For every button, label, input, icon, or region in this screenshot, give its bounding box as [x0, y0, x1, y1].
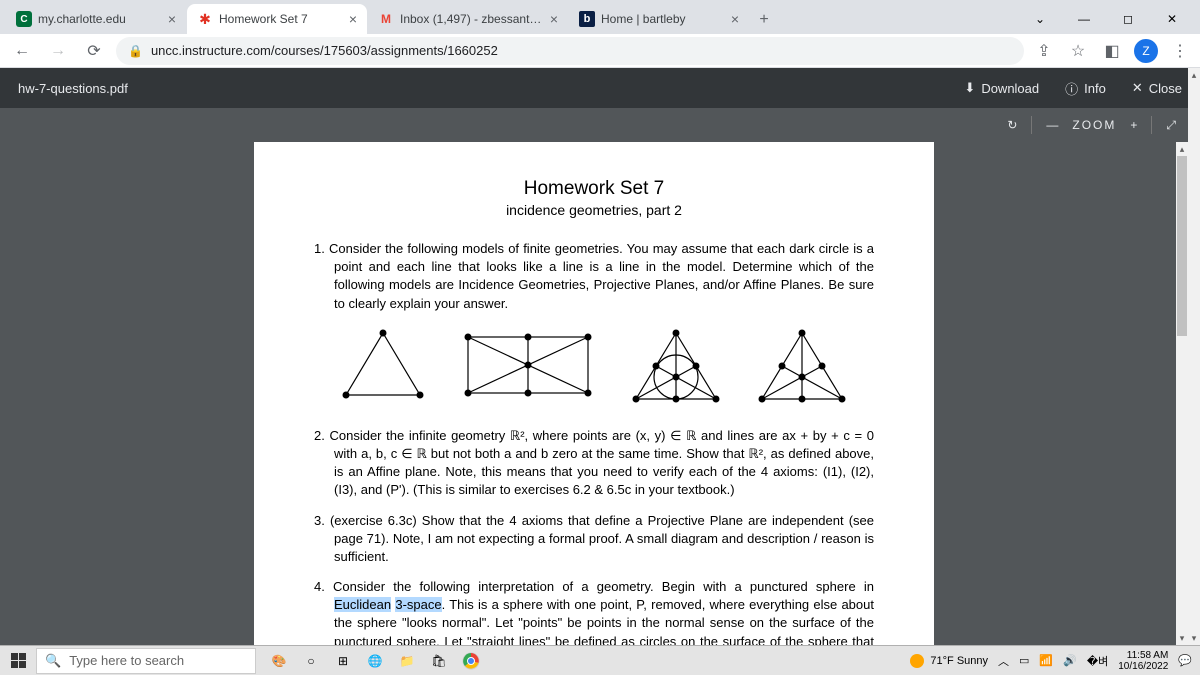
task-view-icon[interactable]: ⊞ — [328, 646, 358, 676]
browser-tab-active[interactable]: ✱ Homework Set 7 × — [187, 4, 367, 34]
back-button[interactable]: ← — [8, 37, 36, 65]
tab-title: my.charlotte.edu — [38, 12, 162, 26]
tray-chevron-icon[interactable]: ︿ — [998, 653, 1009, 669]
favicon: b — [579, 11, 595, 27]
bookmark-icon[interactable]: ☆ — [1066, 39, 1090, 63]
windows-taskbar: 🔍 Type here to search 🎨 ○ ⊞ 🌐 📁 🛍 71°F S… — [0, 645, 1200, 675]
tab-close-icon[interactable]: × — [550, 11, 558, 27]
tab-close-icon[interactable]: × — [349, 11, 357, 27]
inner-scrollbar[interactable]: ▴ ▾ — [1176, 142, 1188, 645]
share-icon[interactable]: ⇪ — [1032, 39, 1056, 63]
search-icon: 🔍 — [45, 653, 61, 669]
new-tab-button[interactable]: + — [750, 6, 778, 34]
close-window-button[interactable]: ✕ — [1150, 4, 1194, 34]
tab-title: Home | bartleby — [601, 12, 725, 26]
outer-scrollbar[interactable]: ▴ ▾ — [1188, 68, 1200, 645]
system-tray: 71°F Sunny ︿ ▭ 📶 🔊 �벼 11:58 AM 10/16/202… — [910, 650, 1200, 672]
address-bar: ← → ⟳ 🔒 uncc.instructure.com/courses/175… — [0, 34, 1200, 68]
taskbar-search[interactable]: 🔍 Type here to search — [36, 648, 256, 674]
sun-icon — [910, 654, 924, 668]
weather-widget[interactable]: 71°F Sunny — [910, 654, 988, 668]
battery-icon[interactable]: ▭ — [1019, 654, 1029, 667]
problem-3: 3. (exercise 6.3c) Show that the 4 axiom… — [314, 512, 874, 567]
forward-button[interactable]: → — [44, 37, 72, 65]
maximize-button[interactable]: ◻ — [1106, 4, 1150, 34]
pdf-zoom-bar: ↻ — ZOOM + ⤢ — [0, 108, 1200, 142]
edge-icon[interactable]: 🌐 — [360, 646, 390, 676]
favicon: ✱ — [197, 11, 213, 27]
tab-title: Homework Set 7 — [219, 12, 343, 26]
figure-triangle — [338, 327, 428, 409]
volume-icon[interactable]: 🔊 — [1063, 654, 1077, 667]
scrollbar-thumb[interactable] — [1177, 156, 1187, 336]
close-icon: ✕ — [1132, 80, 1143, 96]
problem-1: 1. Consider the following models of fini… — [314, 240, 874, 313]
cortana-icon[interactable]: ○ — [296, 646, 326, 676]
pdf-viewport: Homework Set 7 incidence geometries, par… — [0, 142, 1188, 645]
geometry-figures — [314, 327, 874, 409]
browser-tab[interactable]: C my.charlotte.edu × — [6, 4, 186, 34]
browser-tab-bar: C my.charlotte.edu × ✱ Homework Set 7 × … — [0, 0, 1200, 34]
gmail-icon: M — [378, 11, 394, 27]
start-button[interactable] — [0, 646, 36, 676]
chrome-icon[interactable] — [456, 646, 486, 676]
taskbar-pinned-apps: 🎨 ○ ⊞ 🌐 📁 🛍 — [264, 646, 486, 676]
info-icon: ⓘ — [1065, 79, 1078, 98]
notifications-icon[interactable]: 💬 — [1178, 654, 1192, 667]
profile-avatar[interactable]: Z — [1134, 39, 1158, 63]
problem-4: 4. Consider the following interpretation… — [314, 578, 874, 645]
clock[interactable]: 11:58 AM 10/16/2022 — [1118, 650, 1168, 672]
taskbar-app-icon[interactable]: 🎨 — [264, 646, 294, 676]
browser-tab[interactable]: M Inbox (1,497) - zbessant@uncc.e × — [368, 4, 568, 34]
reload-button[interactable]: ⟳ — [80, 37, 108, 65]
pdf-toolbar: hw-7-questions.pdf ⬇Download ⓘInfo ✕Clos… — [0, 68, 1200, 108]
zoom-in-button[interactable]: + — [1130, 118, 1137, 132]
scroll-down-icon[interactable]: ▾ — [1188, 631, 1200, 645]
doc-subtitle: incidence geometries, part 2 — [314, 202, 874, 218]
fullscreen-icon[interactable]: ⤢ — [1166, 118, 1176, 133]
explorer-icon[interactable]: 📁 — [392, 646, 422, 676]
download-button[interactable]: ⬇Download — [964, 80, 1039, 96]
close-pdf-button[interactable]: ✕Close — [1132, 80, 1182, 96]
language-icon[interactable]: �벼 — [1087, 653, 1108, 669]
chevron-down-icon[interactable]: ⌄ — [1018, 4, 1062, 34]
zoom-label: ZOOM — [1072, 118, 1116, 132]
tab-title: Inbox (1,497) - zbessant@uncc.e — [400, 12, 544, 26]
store-icon[interactable]: 🛍 — [424, 646, 454, 676]
url-input[interactable]: 🔒 uncc.instructure.com/courses/175603/as… — [116, 37, 1024, 65]
problem-2: 2. Consider the infinite geometry ℝ², wh… — [314, 427, 874, 500]
download-icon: ⬇ — [964, 80, 975, 96]
favicon: C — [16, 11, 32, 27]
figure-fano — [628, 327, 724, 409]
browser-tab[interactable]: b Home | bartleby × — [569, 4, 749, 34]
extension-icon[interactable]: ◧ — [1100, 39, 1124, 63]
pdf-page: Homework Set 7 incidence geometries, par… — [254, 142, 934, 645]
scroll-up-icon[interactable]: ▴ — [1188, 68, 1200, 82]
lock-icon: 🔒 — [128, 44, 143, 58]
tab-close-icon[interactable]: × — [731, 11, 739, 27]
url-text: uncc.instructure.com/courses/175603/assi… — [151, 43, 498, 58]
zoom-out-button[interactable]: — — [1046, 118, 1058, 132]
text-highlight: 3-space — [395, 597, 441, 612]
wifi-icon[interactable]: 📶 — [1039, 654, 1053, 667]
doc-title: Homework Set 7 — [314, 178, 874, 200]
scroll-up-icon[interactable]: ▴ — [1176, 142, 1188, 156]
tab-close-icon[interactable]: × — [168, 11, 176, 27]
text-highlight: Euclidean — [334, 597, 391, 612]
menu-icon[interactable]: ⋮ — [1168, 39, 1192, 63]
info-button[interactable]: ⓘInfo — [1065, 79, 1106, 98]
minimize-button[interactable]: — — [1062, 4, 1106, 34]
figure-rectangle — [458, 327, 598, 409]
rotate-icon[interactable]: ↻ — [1007, 118, 1017, 132]
pdf-filename: hw-7-questions.pdf — [18, 81, 128, 96]
scroll-down-icon[interactable]: ▾ — [1176, 631, 1188, 645]
window-controls: ⌄ — ◻ ✕ — [1018, 4, 1194, 34]
figure-triangle-medians — [754, 327, 850, 409]
search-placeholder: Type here to search — [69, 653, 184, 668]
